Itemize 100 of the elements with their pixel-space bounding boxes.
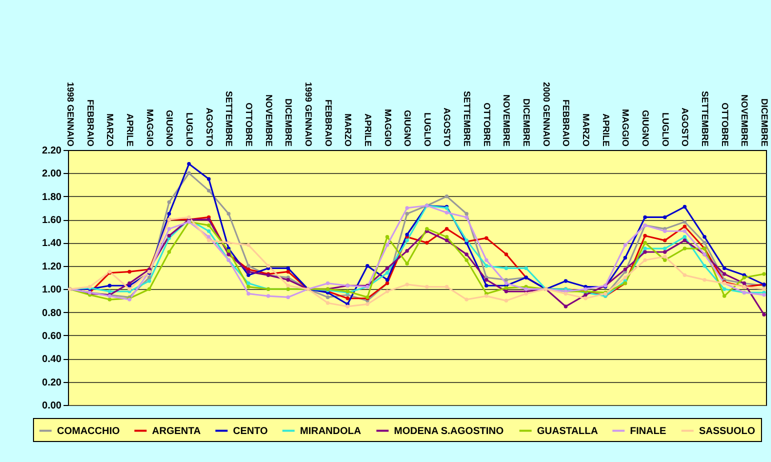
point: [623, 243, 628, 247]
point: [682, 204, 687, 209]
point: [286, 266, 290, 270]
point: [484, 284, 488, 288]
legend-label: FINALE: [630, 426, 666, 437]
x-tick-label: 1999 GENNAIO: [303, 82, 314, 146]
point: [167, 226, 171, 231]
point: [722, 287, 726, 291]
x-tick-label: AGOSTO: [442, 108, 452, 146]
point: [722, 266, 726, 270]
point: [128, 287, 132, 291]
point: [484, 294, 488, 298]
point: [584, 293, 588, 297]
point: [405, 282, 409, 286]
point: [564, 304, 568, 308]
point: [643, 258, 647, 262]
point: [663, 229, 667, 234]
point: [266, 294, 270, 298]
point: [286, 270, 290, 274]
point: [206, 218, 211, 222]
point: [702, 278, 706, 282]
point: [246, 273, 250, 278]
point: [444, 210, 449, 214]
x-tick-label: NOVEMBRE: [502, 94, 512, 146]
x-tick-label: LUGLIO: [422, 112, 432, 146]
legend-label: MIRANDOLA: [300, 426, 362, 437]
x-tick-label: 1998 GENNAIO: [65, 82, 76, 146]
point: [682, 224, 687, 228]
point: [246, 292, 250, 296]
point: [484, 264, 488, 268]
x-tick-label: APRILE: [600, 113, 611, 146]
point: [286, 295, 290, 300]
point: [167, 200, 171, 204]
point: [246, 270, 250, 274]
x-tick-label: AGOSTO: [204, 108, 214, 146]
point: [444, 235, 449, 239]
y-tick-label: 1.40: [42, 238, 62, 250]
point: [108, 290, 112, 294]
point: [206, 223, 211, 228]
point: [128, 270, 132, 274]
point: [128, 281, 132, 286]
point: [246, 243, 250, 247]
point: [584, 296, 588, 300]
point: [663, 238, 667, 242]
point: [464, 212, 468, 216]
legend-label: COMACCHIO: [57, 426, 120, 437]
x-tick-label: MARZO: [343, 114, 354, 146]
x-tick-label: APRILE: [124, 113, 135, 146]
point: [504, 290, 508, 294]
point: [246, 284, 250, 289]
point: [444, 238, 449, 242]
point: [524, 292, 528, 296]
point: [484, 278, 488, 282]
point: [762, 287, 766, 291]
point: [682, 273, 687, 278]
point: [206, 235, 211, 239]
x-tick-label: AGOSTO: [680, 108, 690, 146]
point: [464, 215, 468, 220]
point: [385, 243, 390, 247]
point: [385, 290, 390, 294]
point: [464, 258, 468, 262]
point: [762, 293, 766, 297]
point: [504, 266, 508, 270]
point: [246, 281, 250, 286]
point: [682, 220, 687, 224]
point: [564, 292, 568, 296]
point: [206, 238, 211, 242]
point: [167, 234, 171, 238]
point: [623, 256, 628, 260]
point: [444, 284, 449, 289]
y-tick-label: 0.20: [42, 377, 62, 388]
point: [286, 284, 290, 288]
point: [484, 258, 488, 262]
x-tick-label: OTTOBRE: [482, 102, 492, 146]
point: [504, 278, 508, 282]
x-tick-label: GIUGNO: [640, 110, 651, 146]
point: [346, 296, 350, 300]
point: [444, 226, 449, 231]
point: [504, 298, 508, 303]
point: [524, 266, 528, 270]
point: [643, 240, 647, 245]
point: [385, 278, 390, 282]
point: [444, 194, 449, 198]
point: [246, 264, 250, 268]
y-tick-label: 2.20: [42, 146, 62, 156]
point: [762, 272, 766, 276]
point: [663, 246, 667, 250]
x-tick-label: OTTOBRE: [720, 102, 730, 146]
point: [663, 254, 667, 259]
point: [187, 215, 191, 220]
point: [346, 304, 350, 308]
point: [702, 240, 706, 245]
point: [682, 229, 687, 234]
point: [187, 162, 191, 166]
x-tick-label: MARZO: [581, 114, 592, 146]
point: [147, 279, 152, 283]
point: [286, 278, 290, 282]
point: [326, 281, 330, 286]
point: [504, 286, 508, 290]
legend-label: CENTO: [233, 426, 268, 437]
